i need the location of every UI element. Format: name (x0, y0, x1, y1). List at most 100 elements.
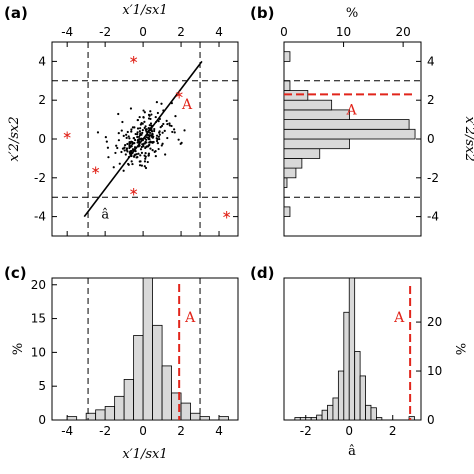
panel-b-ytick-label-1: -2 (427, 171, 439, 185)
panel-a-ytick-label-0: -4 (34, 210, 46, 224)
panel-a-point-206 (168, 122, 171, 125)
panel-a-point-256 (143, 165, 146, 168)
panel-a-point-63 (150, 113, 153, 116)
panel-a-point-220 (129, 107, 133, 110)
panel-a-point-158 (160, 124, 164, 127)
panel-a-point-226 (123, 149, 126, 152)
panel-a-point-172 (115, 144, 118, 147)
panel-a-point-228 (128, 137, 131, 140)
panel-a-point-70 (154, 115, 157, 119)
panel-a-point-68 (147, 126, 150, 130)
panel-b-right-ylabel: x′2/sx2 (462, 116, 474, 161)
panel-b-ytick-label-0: -4 (427, 210, 439, 224)
panel-a-point-223 (127, 162, 130, 166)
panel-b-bar-13 (283, 80, 291, 91)
panel-a-point-150 (144, 155, 147, 158)
panel-a-point-4 (158, 137, 161, 141)
panel-c-bar-14 (199, 416, 210, 421)
panel-a-point-205 (148, 143, 151, 146)
panel-a-point-236 (157, 147, 160, 151)
panel-a-point-53 (155, 101, 158, 104)
panel-b-bar-4 (283, 167, 297, 179)
panel-d-bar-21 (408, 416, 415, 421)
panel-a-point-62 (117, 112, 120, 116)
panel-a-point-146 (156, 137, 159, 141)
panel-c-bar-5 (114, 395, 125, 421)
panel-b-bar-0 (283, 206, 291, 217)
panel-d-ytick-label-1: 10 (427, 364, 442, 378)
panel-d-xtick-label-2: 2 (389, 424, 397, 438)
panel-b-ytick-label-3: 2 (427, 93, 435, 107)
panel-d-bar-7 (332, 397, 339, 421)
panel-b-bar-8 (283, 128, 416, 140)
panel-a-point-184 (131, 142, 134, 145)
panel-a-label: (a) (4, 4, 28, 22)
panel-c-marker-A-label: A (184, 310, 196, 326)
panel-d-bar-3 (310, 417, 318, 421)
panel-a-point-252 (126, 150, 129, 153)
panel-a-point-96 (173, 131, 176, 134)
panel-a-point-249 (131, 148, 135, 151)
panel-d-bar-15 (376, 417, 383, 421)
panel-a-point-15 (120, 150, 123, 154)
panel-a-point-197 (144, 157, 147, 160)
panel-c-bar-0 (66, 416, 78, 421)
panel-a-point-126 (143, 120, 146, 123)
panel-c-bar-8 (142, 277, 153, 421)
panel-a-point-21 (105, 140, 108, 143)
panel-a-point-131 (161, 131, 164, 134)
panel-a-point-147 (149, 147, 152, 150)
panel-b-xtick-label-1: 10 (336, 25, 351, 39)
panel-c-ytick-label-1: 5 (38, 379, 46, 393)
panel-d-bar-14 (370, 407, 377, 421)
panel-d-xtick-label-1: 0 (345, 424, 353, 438)
panel-a-point-29 (96, 131, 100, 134)
panel-a-point-133 (128, 144, 131, 148)
panel-a-point-60 (171, 130, 174, 134)
panel-a-point-93 (138, 115, 141, 119)
panel-c-ylabel: % (11, 343, 26, 355)
panel-c-xtick-label-3: 2 (177, 424, 185, 438)
panel-a-point-238 (128, 151, 131, 154)
panel-d-bar-2 (305, 417, 312, 421)
panel-a-point-39 (140, 151, 144, 154)
panel-b-bar-9 (283, 119, 410, 130)
panel-d-label: (d) (250, 264, 274, 282)
panel-a-point-250 (148, 134, 152, 137)
panel-c-ytick-label-3: 15 (31, 312, 46, 326)
panel-a-point-14 (144, 152, 147, 155)
panel-a-point-19 (139, 154, 142, 157)
panel-c-xlabel: x′1/sx1 (122, 447, 167, 462)
panel-a-point-8 (140, 145, 143, 149)
panel-a-point-235 (157, 120, 160, 123)
panel-d-bar-13 (365, 404, 372, 421)
panel-a-point-254 (132, 137, 135, 140)
panel-a-xtick-label-0: -4 (61, 25, 73, 39)
panel-a-point-163 (124, 153, 127, 156)
panel-a-point-110 (159, 126, 162, 129)
panel-a-point-187 (144, 166, 148, 170)
panel-c-ytick-label-4: 20 (31, 278, 46, 292)
panel-a-point-104 (143, 111, 146, 114)
panel-d-marker-A-label: A (393, 310, 405, 326)
panel-c-bar-6 (123, 379, 135, 421)
panel-a-point-210 (143, 160, 147, 163)
panel-d-ytick-label-0: 0 (427, 413, 435, 427)
panel-b-bar-5 (283, 157, 303, 169)
panel-a-point-195 (156, 111, 159, 115)
panel-c-bar-7 (133, 335, 144, 421)
panel-a-point-233 (158, 131, 161, 134)
panel-a-point-229 (163, 129, 166, 132)
panel-c-ytick-label-0: 0 (38, 413, 46, 427)
panel-a-point-216 (130, 140, 133, 143)
panel-c-bar-16 (218, 416, 229, 421)
panel-a-point-161 (136, 133, 139, 136)
panel-a-point-58 (142, 116, 145, 119)
panel-a-point-156 (139, 127, 142, 130)
panel-a-point-144 (122, 134, 125, 137)
panel-b-marker-A-label: A (346, 102, 358, 118)
panel-a-point-234 (131, 162, 134, 166)
panel-a-point-258 (138, 138, 141, 141)
panel-c-bar-10 (161, 365, 172, 421)
panel-a-outlier-2: ∗ (91, 163, 101, 177)
